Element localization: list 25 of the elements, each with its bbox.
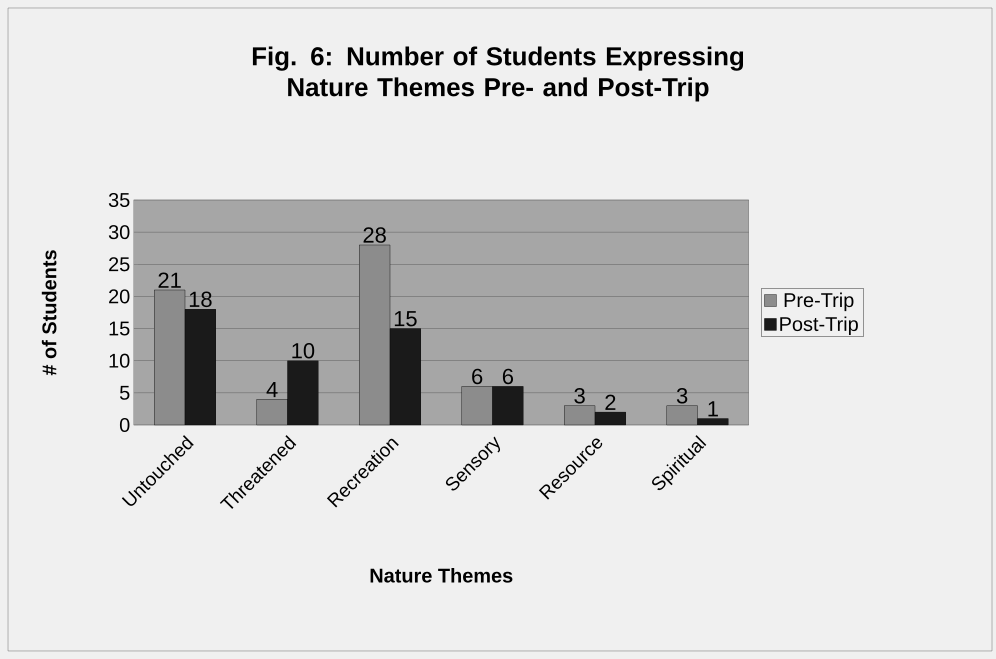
data-label: 28 (364, 227, 386, 243)
data-label: 6 (502, 368, 514, 384)
y-tick-label: 5 (120, 386, 130, 400)
y-axis-title: # of Students (42, 250, 56, 376)
data-label: 6 (472, 368, 482, 384)
data-label: 18 (190, 292, 212, 308)
data-label: 3 (574, 388, 585, 404)
data-label: 3 (676, 388, 688, 404)
data-label: 4 (266, 382, 278, 398)
legend-label: Post-Trip (780, 316, 858, 336)
y-tick-label: 20 (109, 289, 130, 304)
data-label: 15 (394, 311, 417, 326)
y-tick-label: 35 (108, 192, 130, 208)
y-tick-label: 25 (109, 257, 130, 272)
y-tick-label: 10 (110, 354, 130, 368)
data-label: 1 (708, 401, 718, 416)
data-label: 21 (158, 272, 181, 288)
y-tick-label: 15 (110, 322, 130, 336)
data-label: 2 (605, 394, 616, 410)
legend-label: Pre-Trip (784, 292, 854, 312)
y-tick-label: 30 (108, 225, 130, 240)
x-axis-title: Nature Themes (370, 568, 512, 583)
chart-title: Fig. 6: Number of Students Expressing Nature Themes Pre- and Post-Trip (252, 46, 744, 102)
data-label: 10 (292, 342, 314, 359)
y-tick-label: 0 (120, 418, 130, 432)
